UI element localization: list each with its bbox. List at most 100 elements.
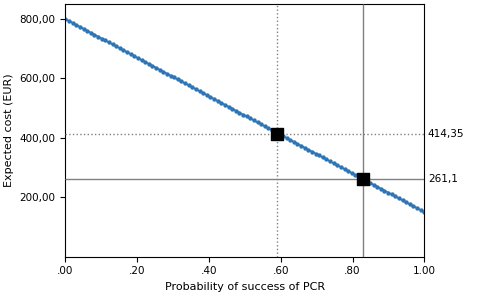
Point xyxy=(297,143,305,148)
Point xyxy=(420,210,428,214)
Point xyxy=(76,25,84,29)
Point xyxy=(145,62,153,66)
Point xyxy=(344,169,352,173)
Point xyxy=(377,186,385,191)
Point xyxy=(246,116,254,121)
Point xyxy=(250,118,258,123)
Point xyxy=(199,91,207,96)
Point xyxy=(319,155,327,160)
Point xyxy=(366,180,374,185)
Point xyxy=(210,96,218,101)
Point xyxy=(112,44,120,49)
Point xyxy=(83,28,91,33)
Point xyxy=(370,182,378,187)
Point xyxy=(290,139,298,144)
Point xyxy=(170,75,178,80)
Text: 0.59: 0.59 xyxy=(266,0,289,2)
Point xyxy=(105,40,113,45)
Point xyxy=(130,54,138,58)
Point xyxy=(148,63,156,68)
Point xyxy=(282,136,290,140)
Point xyxy=(413,206,421,210)
Point xyxy=(224,104,232,109)
Point xyxy=(358,176,366,181)
Point xyxy=(206,95,214,99)
Point xyxy=(348,171,356,176)
Point xyxy=(315,153,323,158)
Point xyxy=(355,175,363,179)
Point xyxy=(257,122,265,127)
Point xyxy=(286,138,294,142)
Point xyxy=(196,89,203,94)
Point xyxy=(138,58,145,62)
Point xyxy=(312,151,320,156)
Point xyxy=(232,108,240,113)
Point xyxy=(163,71,171,76)
Text: 0.83: 0.83 xyxy=(352,0,375,2)
Point xyxy=(402,200,410,205)
Point xyxy=(308,149,316,154)
Point xyxy=(334,163,342,168)
Point xyxy=(116,46,124,51)
Point xyxy=(134,56,142,60)
Point xyxy=(203,93,211,97)
Point xyxy=(254,120,262,125)
Point xyxy=(126,52,134,57)
Point xyxy=(362,178,370,183)
Point xyxy=(141,59,149,64)
Point xyxy=(395,196,403,201)
Point xyxy=(276,132,283,136)
Y-axis label: Expected cost (EUR): Expected cost (EUR) xyxy=(4,73,14,187)
Point xyxy=(94,34,102,39)
Point xyxy=(398,198,406,203)
Point xyxy=(279,133,287,138)
Point xyxy=(221,102,229,107)
Point xyxy=(123,50,131,54)
Point xyxy=(239,112,247,117)
Point xyxy=(156,67,164,72)
Point xyxy=(228,106,236,111)
Point xyxy=(184,83,192,88)
Point xyxy=(166,73,174,78)
Point xyxy=(337,165,345,170)
Point xyxy=(87,30,95,35)
Point xyxy=(304,147,312,152)
Point xyxy=(273,131,281,136)
Point xyxy=(322,157,330,162)
Point xyxy=(352,173,360,177)
Point xyxy=(90,32,98,37)
Point xyxy=(152,65,160,70)
Point xyxy=(218,100,226,105)
Point xyxy=(330,161,338,166)
Point xyxy=(388,192,396,197)
Point xyxy=(406,202,414,207)
Point xyxy=(192,87,200,91)
Point xyxy=(80,26,88,31)
Point xyxy=(373,184,381,189)
Point xyxy=(416,208,424,213)
Point xyxy=(261,124,269,128)
Point xyxy=(62,17,70,21)
Point xyxy=(178,79,186,84)
Point xyxy=(188,85,196,90)
Point xyxy=(384,190,392,195)
Point xyxy=(264,126,272,131)
Point xyxy=(160,69,168,74)
Point xyxy=(242,114,250,119)
Point xyxy=(380,188,388,193)
Point xyxy=(68,20,76,25)
Text: 261,1: 261,1 xyxy=(428,174,458,184)
Point xyxy=(326,159,334,164)
Point xyxy=(102,38,110,43)
Point xyxy=(360,177,368,181)
Point xyxy=(214,99,222,103)
Point xyxy=(120,48,128,53)
X-axis label: Probability of success of PCR: Probability of success of PCR xyxy=(165,282,325,292)
Point xyxy=(98,36,106,41)
Text: 414,35: 414,35 xyxy=(428,128,465,139)
Point xyxy=(181,81,189,86)
Point xyxy=(340,167,348,171)
Point xyxy=(174,77,182,82)
Point xyxy=(272,130,280,134)
Point xyxy=(410,204,418,209)
